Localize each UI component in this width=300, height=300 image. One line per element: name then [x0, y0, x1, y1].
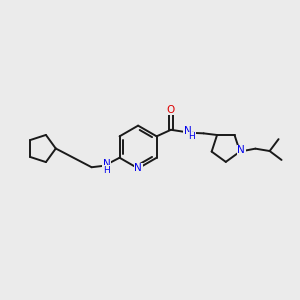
Text: N: N: [134, 164, 142, 173]
Text: N: N: [237, 146, 245, 155]
Text: O: O: [167, 105, 175, 115]
Text: H: H: [103, 166, 110, 175]
Text: N: N: [184, 126, 191, 136]
Text: N: N: [103, 159, 110, 169]
Text: H: H: [188, 132, 195, 141]
